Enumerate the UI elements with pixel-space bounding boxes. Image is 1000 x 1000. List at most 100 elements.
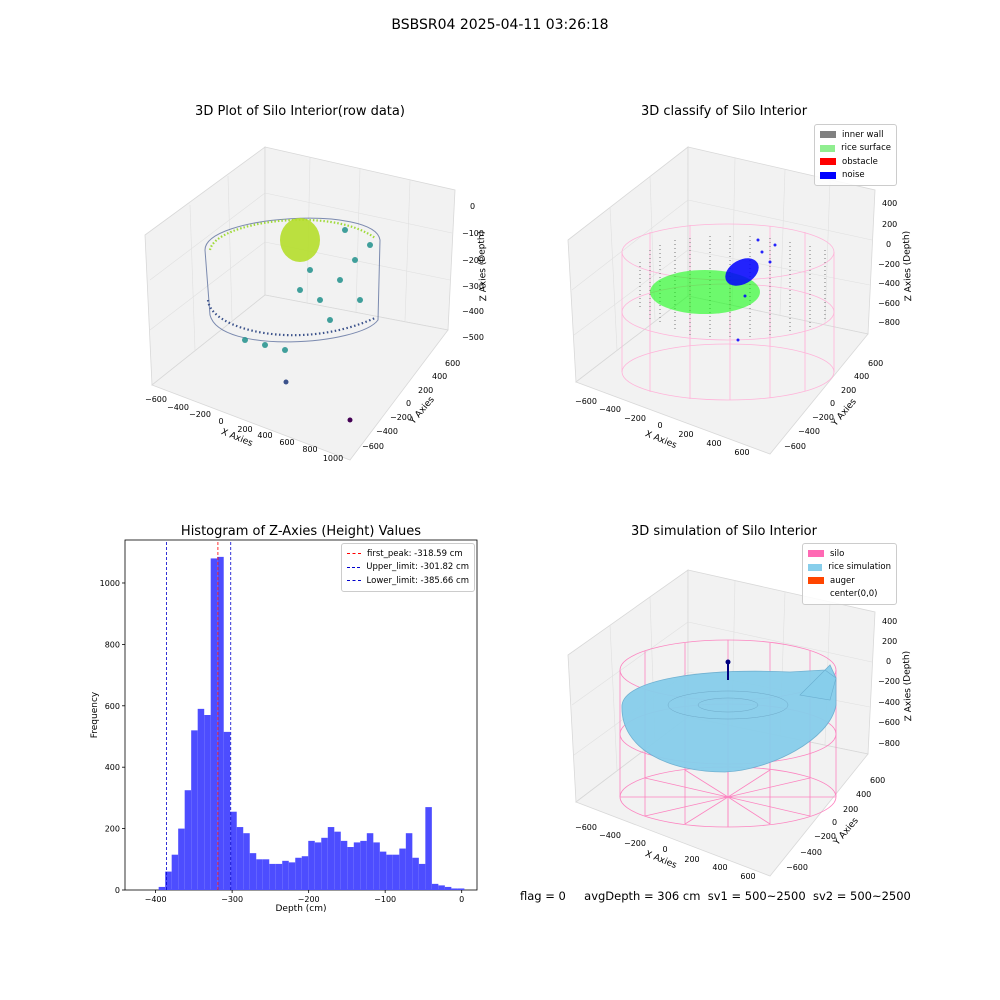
raw-3d-plot: −600 −400 −200 0 200 400 600 800 1000 X … — [144, 146, 489, 463]
flag-value: flag = 0 — [520, 889, 566, 903]
z-tick: −800 — [878, 739, 900, 748]
histogram-bar — [386, 854, 393, 890]
y-tick: 200 — [843, 805, 858, 814]
x-axis-label: X Axies — [643, 849, 678, 871]
histogram-bar — [295, 857, 302, 890]
x-tick: 200 — [684, 855, 699, 864]
z-tick: −400 — [462, 307, 484, 316]
histogram-bar — [269, 863, 276, 890]
z-tick: −100 — [462, 229, 484, 238]
z-tick: 200 — [882, 220, 897, 229]
histogram-bar — [321, 837, 328, 890]
x-tick: 600 — [740, 872, 755, 881]
histogram-bar — [353, 842, 361, 890]
sv2-value: sv2 = 500~2500 — [812, 889, 911, 903]
histogram-bar — [379, 851, 387, 890]
z-tick: 0 — [470, 202, 475, 211]
histogram-bar — [412, 857, 419, 890]
y-tick-label: 800 — [105, 640, 120, 649]
x-tick: 0 — [657, 421, 662, 430]
y-tick: −400 — [800, 848, 822, 857]
y-tick-label: 600 — [105, 702, 120, 711]
histogram-bar — [184, 790, 192, 890]
histogram-bar — [366, 833, 374, 890]
y-tick: 400 — [854, 372, 869, 381]
x-tick: 1000 — [323, 454, 343, 463]
histogram-bar — [340, 840, 348, 890]
y-tick: 400 — [856, 790, 871, 799]
legend-item-obstacle: obstacle — [820, 155, 891, 169]
histogram-bar — [178, 828, 185, 890]
z-tick: −300 — [462, 282, 484, 291]
z-tick: −200 — [878, 677, 900, 686]
histogram-bar — [418, 863, 426, 890]
y-tick: −600 — [362, 442, 384, 451]
y-tick: 400 — [432, 372, 447, 381]
histogram-bar — [275, 863, 283, 890]
histogram-chart: −400 −300 −200 −100 0 0 200 400 600 800 1000 Dept… — [90, 539, 478, 914]
x-tick: −600 — [145, 395, 167, 404]
x-tick-label: −400 — [145, 895, 167, 904]
histogram-bar — [191, 730, 198, 890]
legend-item-rice-surface: rice surface — [820, 142, 891, 156]
z-axis-label: Z Axies (Depth) — [902, 231, 914, 302]
histogram-bar — [405, 833, 413, 890]
y-tick: 0 — [830, 399, 835, 408]
z-tick: 200 — [882, 637, 897, 646]
y-tick: 600 — [868, 359, 883, 368]
simulation-legend: silo rice simulation auger center(0,0) — [802, 543, 897, 605]
z-tick: 400 — [882, 617, 897, 626]
x-tick: 200 — [678, 430, 693, 439]
x-tick-label: −100 — [374, 895, 396, 904]
z-tick: −600 — [878, 299, 900, 308]
histogram-bar — [431, 883, 439, 890]
histogram-bar — [288, 862, 296, 890]
histogram-bar — [425, 807, 432, 890]
x-tick: 400 — [712, 863, 727, 872]
legend-item-rice-simulation: rice simulation — [808, 561, 891, 575]
x-tick: −600 — [575, 823, 597, 832]
y-axis-label: Y Axies — [408, 395, 437, 427]
histogram-bar — [204, 715, 211, 890]
y-tick: 0 — [832, 818, 837, 827]
z-axis-label: Z Axies (Depth) — [477, 231, 489, 302]
histogram-title: Histogram of Z-Axies (Height) Values — [180, 524, 422, 539]
histogram-bar — [262, 859, 270, 890]
legend-item-noise: noise — [820, 169, 891, 183]
y-tick: 600 — [445, 359, 460, 368]
z-axis-label: Z Axies (Depth) — [902, 651, 914, 722]
legend-item-auger: auger — [808, 574, 891, 588]
histogram-bar — [217, 556, 224, 890]
x-tick: 400 — [257, 431, 272, 440]
histogram-bar — [230, 811, 237, 890]
x-axis-label: X Axies — [643, 429, 678, 451]
z-tick: −200 — [462, 256, 484, 265]
y-tick: −200 — [814, 832, 836, 841]
histogram-bar — [243, 833, 250, 890]
plot-area — [124, 539, 478, 891]
status-line: flag = 0 avgDepth = 306 cm sv1 = 500~250… — [520, 889, 911, 903]
x-tick: 600 — [279, 438, 294, 447]
legend-item-lower-limit: Lower_limit: -385.66 cm — [347, 574, 469, 588]
x-tick: 0 — [662, 845, 667, 854]
y-tick: −200 — [390, 413, 412, 422]
legend-item-inner-wall: inner wall — [820, 128, 891, 142]
y-tick: −600 — [786, 863, 808, 872]
histogram-legend: first_peak: -318.59 cm Upper_limit: -301… — [341, 543, 475, 592]
legend-item-first-peak: first_peak: -318.59 cm — [347, 547, 469, 561]
histogram-bar — [158, 886, 166, 890]
z-tick: −200 — [878, 260, 900, 269]
z-tick: −800 — [878, 318, 900, 327]
histogram-bar — [314, 842, 322, 890]
classify-legend: inner wall rice surface obstacle noise — [814, 124, 897, 186]
y-tick-label: 1000 — [100, 579, 120, 588]
z-tick: −400 — [878, 698, 900, 707]
z-tick: 400 — [882, 199, 897, 208]
x-tick: −200 — [624, 839, 646, 848]
y-tick-label: 0 — [115, 886, 120, 895]
x-tick: −200 — [189, 410, 211, 419]
legend-item-silo: silo — [808, 547, 891, 561]
legend-item-upper-limit: Upper_limit: -301.82 cm — [347, 561, 469, 575]
figure-title: BSBSR04 2025-04-11 03:26:18 — [391, 17, 609, 33]
x-tick: 800 — [302, 445, 317, 454]
